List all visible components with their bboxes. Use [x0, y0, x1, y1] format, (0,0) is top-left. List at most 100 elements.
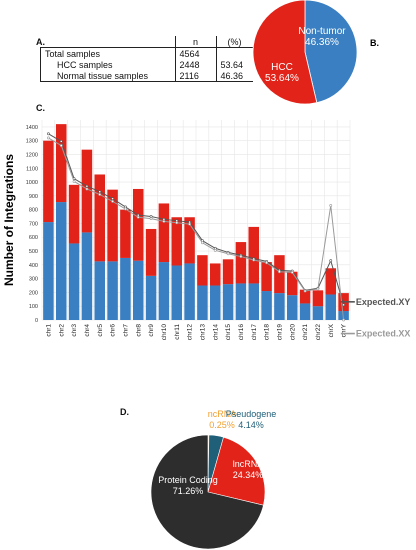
pie-d-slice [150, 434, 264, 550]
x-tick-label: chr3 [71, 324, 78, 337]
pie-d-value-label: 71.26% [173, 486, 204, 496]
pie-b-value-label: 53.64% [265, 73, 299, 84]
table-row-pct: 53.64 [215, 59, 253, 70]
x-tick-label: chr2 [58, 324, 65, 337]
expected-point [201, 241, 204, 245]
expected-point [290, 271, 294, 274]
y-tick-label: 500 [29, 249, 38, 255]
x-tick-label: chr16 [238, 324, 245, 341]
panel-label-d-text: D. [120, 407, 129, 417]
expected-point [252, 258, 256, 262]
y-tick-label: 900 [29, 194, 38, 200]
pie-d-slice [207, 436, 266, 506]
bar-segment-hcc [325, 268, 337, 295]
bar-segment-hcc [171, 217, 183, 266]
panel-label-b: B. [370, 38, 379, 48]
expected-point [111, 199, 114, 203]
expected-point [213, 248, 217, 252]
expected-point [59, 144, 63, 147]
bar-segment-hcc [43, 140, 54, 223]
bar-segment-hcc [235, 242, 247, 284]
bar-segment-hcc [158, 203, 170, 263]
y-tick-label: 1300 [26, 139, 38, 145]
expected-point [278, 270, 281, 274]
expected-point [226, 252, 230, 256]
x-tick-label: chr7 [122, 324, 129, 337]
y-tick-label: 1200 [26, 152, 38, 158]
pie-b-slice [252, 0, 318, 105]
table-row: HCC samples 2448 53.64 [40, 59, 253, 70]
expected-point [175, 221, 179, 225]
expected-point [329, 204, 333, 207]
bar-segment-hcc [299, 289, 311, 304]
y-tick-label: 100 [29, 304, 38, 310]
bar-segment-normal [235, 283, 247, 320]
bar-segment-normal [43, 222, 54, 320]
y-tick-label: 600 [29, 235, 38, 241]
bar-segment-normal [158, 262, 170, 320]
bar-segment-normal [120, 257, 131, 320]
pie-b-slice [304, 0, 358, 104]
bar-segment-hcc [286, 271, 298, 296]
bar-segment-normal [248, 283, 260, 320]
y-tick-label: 400 [29, 263, 38, 269]
table-row-pct [215, 47, 253, 59]
expected-point [239, 255, 243, 258]
expected-xx-line [48, 137, 345, 321]
pie-d-slice-label: lncRNA [233, 459, 264, 469]
expected-point [85, 184, 89, 188]
table-row-n: 2116 [174, 70, 216, 82]
bar-segment-normal [184, 263, 195, 320]
table-row-label: HCC samples [40, 59, 176, 70]
bar-segment-normal [132, 260, 144, 320]
bar-segment-hcc [120, 209, 131, 258]
x-tick-label: chr20 [289, 324, 296, 341]
y-tick-label: 1000 [26, 180, 38, 186]
expected-legend: Expected.XY Expected.XX [340, 297, 410, 339]
expected-point [111, 197, 114, 201]
y-tick-label: 300 [29, 277, 38, 283]
x-tick-label: chr1 [45, 324, 52, 337]
table-row-label: Total samples [40, 47, 176, 59]
bar-segment-hcc [222, 259, 234, 285]
expected-point [188, 222, 191, 226]
expected-point [316, 287, 320, 291]
bar-segment-normal [94, 261, 106, 320]
pie-d-value-label: 0.25% [209, 420, 235, 430]
pie-d-slice-label: Protein Coding [158, 475, 218, 485]
bar-segment-hcc [94, 174, 106, 262]
bar-segment-normal [145, 275, 157, 320]
bar-segment-normal [299, 303, 311, 320]
x-tick-label: chr9 [148, 324, 155, 337]
expected-point [47, 132, 50, 136]
table-header-row: n (%) [40, 36, 253, 48]
bar-segment-hcc [248, 226, 260, 284]
pie-b-value-label: 46.36% [305, 37, 339, 48]
expected-point [98, 190, 102, 194]
bar-segment-normal [209, 285, 221, 320]
bar-stacks [43, 124, 349, 320]
expected-point [149, 217, 153, 221]
y-tick-labels: 0 100 200 300 400 500 600 700 800 900 1000 1100 1200… [26, 125, 38, 324]
expected-point [136, 215, 140, 219]
x-tick-label: chr11 [174, 324, 181, 340]
pie-d-value-label: 24.34% [233, 470, 264, 480]
expected-point [124, 207, 127, 211]
x-tick-label: chr12 [187, 324, 194, 341]
bar-segment-normal [325, 294, 337, 320]
bar-segment-hcc [107, 189, 118, 262]
x-tick-label: chrY [341, 323, 348, 337]
expected-lines [47, 132, 345, 322]
y-tick-label: 0 [35, 318, 38, 324]
expected-point [342, 303, 345, 307]
bar-segment-normal [55, 202, 67, 320]
table-row-label: Normal tissue samples [40, 70, 176, 82]
table-row: Total samples 4564 [40, 47, 253, 59]
pie-d-value-label: 4.14% [238, 420, 264, 430]
bar-segment-hcc [197, 255, 208, 286]
bar-segment-normal [286, 295, 298, 320]
bar-segment-hcc [132, 188, 144, 261]
